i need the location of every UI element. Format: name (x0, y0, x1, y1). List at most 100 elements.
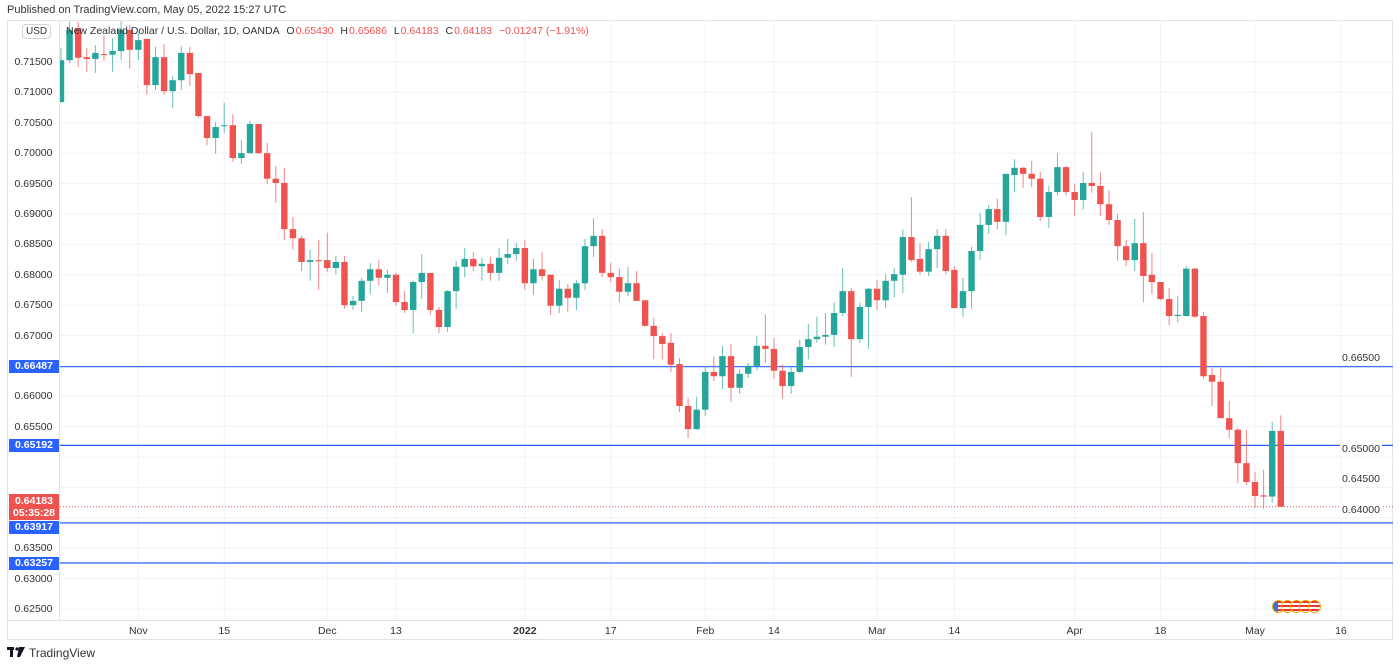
candle-body-up[interactable] (719, 356, 726, 377)
candle-body-up[interactable] (581, 246, 589, 284)
candle-body-down[interactable] (942, 235, 949, 272)
candle-body-down[interactable] (392, 274, 400, 303)
candle-body-down[interactable] (684, 406, 692, 430)
candle-body-up[interactable] (573, 283, 580, 298)
candle-body-down[interactable] (908, 237, 915, 261)
candle-body-down[interactable] (263, 153, 271, 179)
candle-body-up[interactable] (1002, 173, 1010, 222)
candle-body-down[interactable] (1122, 246, 1130, 261)
candle-body-up[interactable] (246, 123, 254, 154)
candle-body-down[interactable] (281, 182, 288, 230)
candle-body-up[interactable] (736, 373, 743, 388)
candle-body-up[interactable] (306, 260, 314, 262)
candle-body-up[interactable] (1268, 430, 1276, 497)
candle-body-down[interactable] (1260, 495, 1267, 497)
candle-body-up[interactable] (117, 29, 125, 52)
candle-body-up[interactable] (513, 247, 520, 255)
candle-body-up[interactable] (976, 224, 984, 252)
candle-body-down[interactable] (1251, 481, 1259, 496)
candle-body-up[interactable] (865, 288, 872, 307)
candle-body-up[interactable] (169, 80, 176, 92)
candle-body-up[interactable] (856, 306, 864, 340)
candle-body-up[interactable] (452, 266, 460, 292)
candle-body-up[interactable] (753, 345, 760, 366)
candle-body-up[interactable] (590, 235, 597, 247)
candle-body-up[interactable] (813, 336, 821, 340)
candle-body-up[interactable] (384, 274, 391, 278)
candle-body-down[interactable] (74, 27, 82, 58)
candle-body-down[interactable] (1028, 173, 1035, 179)
candle-body-down[interactable] (547, 274, 554, 306)
candle-body-up[interactable] (1011, 167, 1018, 176)
candle-body-up[interactable] (556, 288, 563, 306)
candle-body-down[interactable] (1088, 182, 1095, 186)
candle-body-down[interactable] (633, 283, 640, 301)
currency-badge[interactable]: USD (22, 24, 52, 39)
candle-body-down[interactable] (1097, 185, 1104, 205)
candle-body-up[interactable] (367, 269, 374, 281)
candle-body-up[interactable] (1131, 243, 1138, 261)
candle-body-up[interactable] (891, 274, 898, 281)
candle-body-down[interactable] (83, 57, 90, 59)
candle-body-down[interactable] (324, 260, 331, 269)
candle-body-down[interactable] (375, 269, 383, 278)
candle-body-down[interactable] (762, 345, 769, 349)
candle-body-down[interactable] (650, 325, 657, 337)
candle-body-down[interactable] (487, 263, 494, 273)
candle-body-up[interactable] (959, 291, 967, 309)
candle-body-down[interactable] (160, 57, 168, 92)
economic-events[interactable] (1272, 600, 1332, 616)
candle-body-up[interactable] (60, 60, 65, 103)
candle-body-up[interactable] (805, 339, 812, 348)
candle-body-down[interactable] (1234, 429, 1242, 464)
candle-body-down[interactable] (710, 371, 718, 377)
candle-body-up[interactable] (839, 291, 846, 314)
candle-body-down[interactable] (1071, 192, 1078, 200)
candle-body-down[interactable] (1243, 463, 1250, 482)
candle-body-up[interactable] (1080, 182, 1087, 200)
candle-body-down[interactable] (470, 258, 477, 267)
candle-body-down[interactable] (435, 309, 443, 328)
candle-body-down[interactable] (676, 364, 683, 407)
candle-body-up[interactable] (968, 251, 975, 292)
candle-body-up[interactable] (985, 209, 992, 225)
candle-body-up[interactable] (349, 300, 357, 306)
us-flag-event-icon[interactable] (1308, 600, 1321, 613)
candle-body-down[interactable] (607, 272, 614, 278)
candle-body-down[interactable] (203, 116, 211, 138)
candle-body-down[interactable] (1019, 167, 1027, 174)
candle-body-down[interactable] (229, 125, 236, 159)
time-axis[interactable]: Nov 15 Dec 13 2022 17 Feb 14 Mar 14 Apr 18 May 16 (7, 620, 1393, 640)
candle-body-up[interactable] (212, 127, 219, 138)
candle-body-up[interactable] (1054, 167, 1061, 193)
candle-body-down[interactable] (779, 370, 786, 386)
candle-body-down[interactable] (1208, 375, 1216, 382)
candle-body-up[interactable] (1174, 314, 1181, 317)
candle-body-down[interactable] (341, 261, 348, 306)
candle-body-down[interactable] (1037, 178, 1044, 217)
candle-body-down[interactable] (143, 38, 151, 86)
candle-body-up[interactable] (478, 263, 486, 267)
candle-body-down[interactable] (770, 348, 778, 371)
candle-body-down[interactable] (1114, 220, 1121, 247)
candle-body-down[interactable] (298, 238, 305, 262)
price-axis[interactable]: 0.71500 0.71000 0.70500 0.70000 0.69500 0.690… (7, 20, 60, 620)
candle-body-down[interactable] (255, 123, 262, 154)
candle-body-down[interactable] (1165, 299, 1173, 317)
candle-body-down[interactable] (272, 178, 279, 183)
candle-body-down[interactable] (100, 54, 108, 56)
candlestick-chart[interactable] (60, 20, 1393, 620)
candle-body-up[interactable] (418, 272, 425, 283)
candle-body-up[interactable] (530, 269, 537, 284)
candle-body-up[interactable] (461, 258, 468, 267)
candle-body-up[interactable] (933, 235, 941, 250)
candle-body-down[interactable] (659, 336, 666, 345)
candle-body-down[interactable] (916, 258, 924, 272)
candle-body-up[interactable] (332, 261, 340, 269)
candle-body-down[interactable] (1062, 167, 1070, 193)
candle-body-up[interactable] (702, 371, 709, 410)
candle-body-up[interactable] (135, 40, 142, 50)
candle-body-up[interactable] (822, 334, 829, 337)
candle-body-down[interactable] (538, 269, 546, 276)
candle-body-up[interactable] (1183, 268, 1190, 317)
